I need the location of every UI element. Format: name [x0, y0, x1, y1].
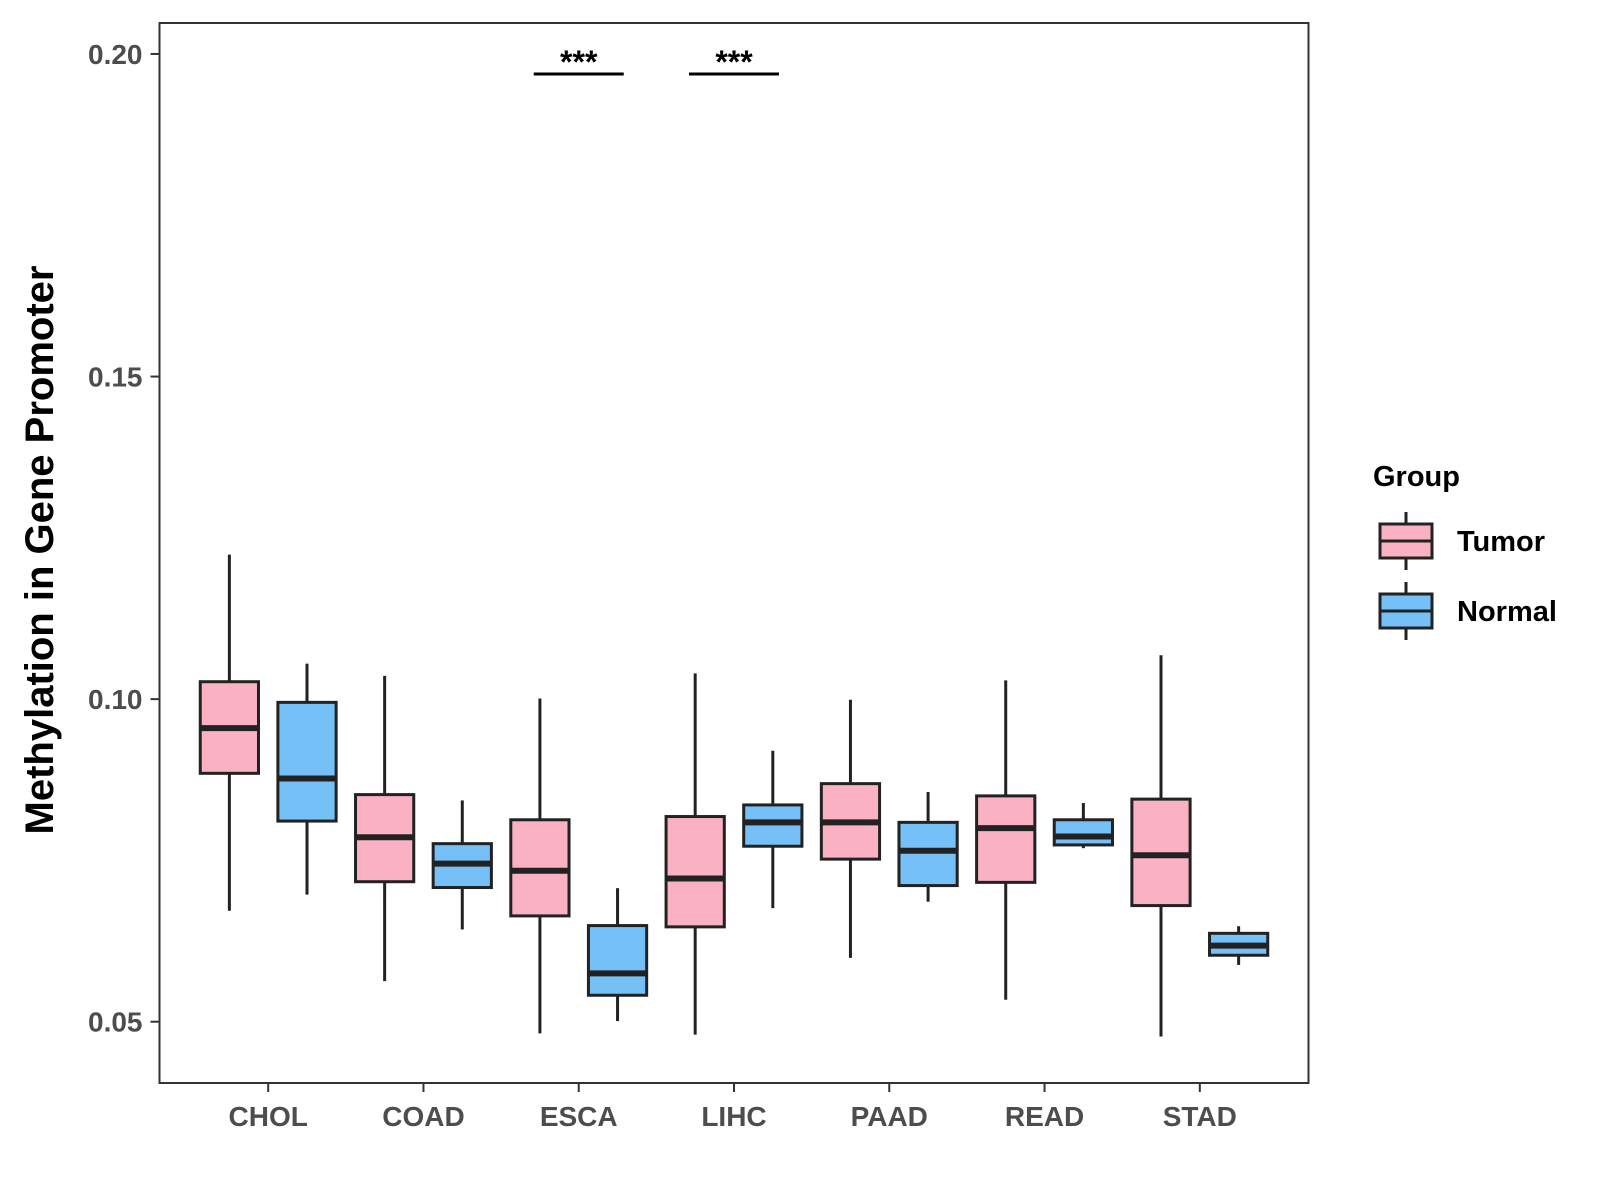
legend-item-normal: Normal — [1378, 582, 1557, 640]
legend-label: Tumor — [1457, 526, 1545, 558]
box-normal-read — [1052, 803, 1114, 849]
x-tick-label: STAD — [1163, 1101, 1237, 1132]
x-tick-label: COAD — [382, 1101, 464, 1132]
x-tick-label: ESCA — [540, 1101, 618, 1132]
box-normal-coad — [431, 800, 493, 930]
box-normal-chol — [276, 663, 338, 895]
y-tick-label: 0.15 — [88, 362, 143, 393]
box-iqr — [742, 803, 804, 848]
significance-label: *** — [560, 44, 598, 80]
significance-label: *** — [715, 44, 753, 80]
box-normal-paad — [897, 792, 959, 902]
x-tick-label: READ — [1005, 1101, 1084, 1132]
x-tick-label: PAAD — [851, 1101, 928, 1132]
box-tumor-esca — [509, 698, 571, 1034]
box-tumor-chol — [198, 554, 260, 911]
legend: Group Tumor Normal — [1373, 461, 1557, 640]
box-normal-stad — [1208, 926, 1270, 965]
box-tumor-stad — [1130, 655, 1192, 1037]
y-tick-label: 0.05 — [88, 1007, 143, 1038]
y-axis: 0.05 0.10 0.15 0.20 — [88, 39, 160, 1038]
box-iqr — [276, 700, 338, 823]
x-tick-label: CHOL — [229, 1101, 308, 1132]
legend-label: Normal — [1457, 596, 1557, 628]
box-iqr — [1052, 818, 1114, 847]
box-iqr — [975, 794, 1037, 884]
box-iqr — [664, 815, 726, 929]
box-normal-lihc — [742, 750, 804, 909]
plot-panel-border — [158, 22, 1310, 1084]
y-tick-label: 0.10 — [88, 684, 143, 715]
significance-annotations: *** *** — [533, 44, 779, 80]
box-iqr — [897, 820, 959, 888]
box-tumor-paad — [819, 699, 882, 958]
y-axis-title: Methylation in Gene Promoter — [18, 266, 62, 835]
box-iqr — [586, 924, 649, 997]
x-axis: CHOL COAD ESCA LIHC PAAD READ STAD — [229, 1083, 1237, 1132]
legend-item-tumor: Tumor — [1378, 512, 1545, 570]
legend-title: Group — [1373, 461, 1460, 493]
x-tick-label: LIHC — [701, 1101, 766, 1132]
boxes-layer — [198, 554, 1270, 1037]
box-tumor-read — [975, 680, 1037, 1000]
box-tumor-coad — [354, 675, 416, 982]
box-tumor-lihc — [664, 673, 726, 1035]
y-tick-label: 0.20 — [88, 39, 143, 70]
box-normal-esca — [586, 888, 649, 1022]
